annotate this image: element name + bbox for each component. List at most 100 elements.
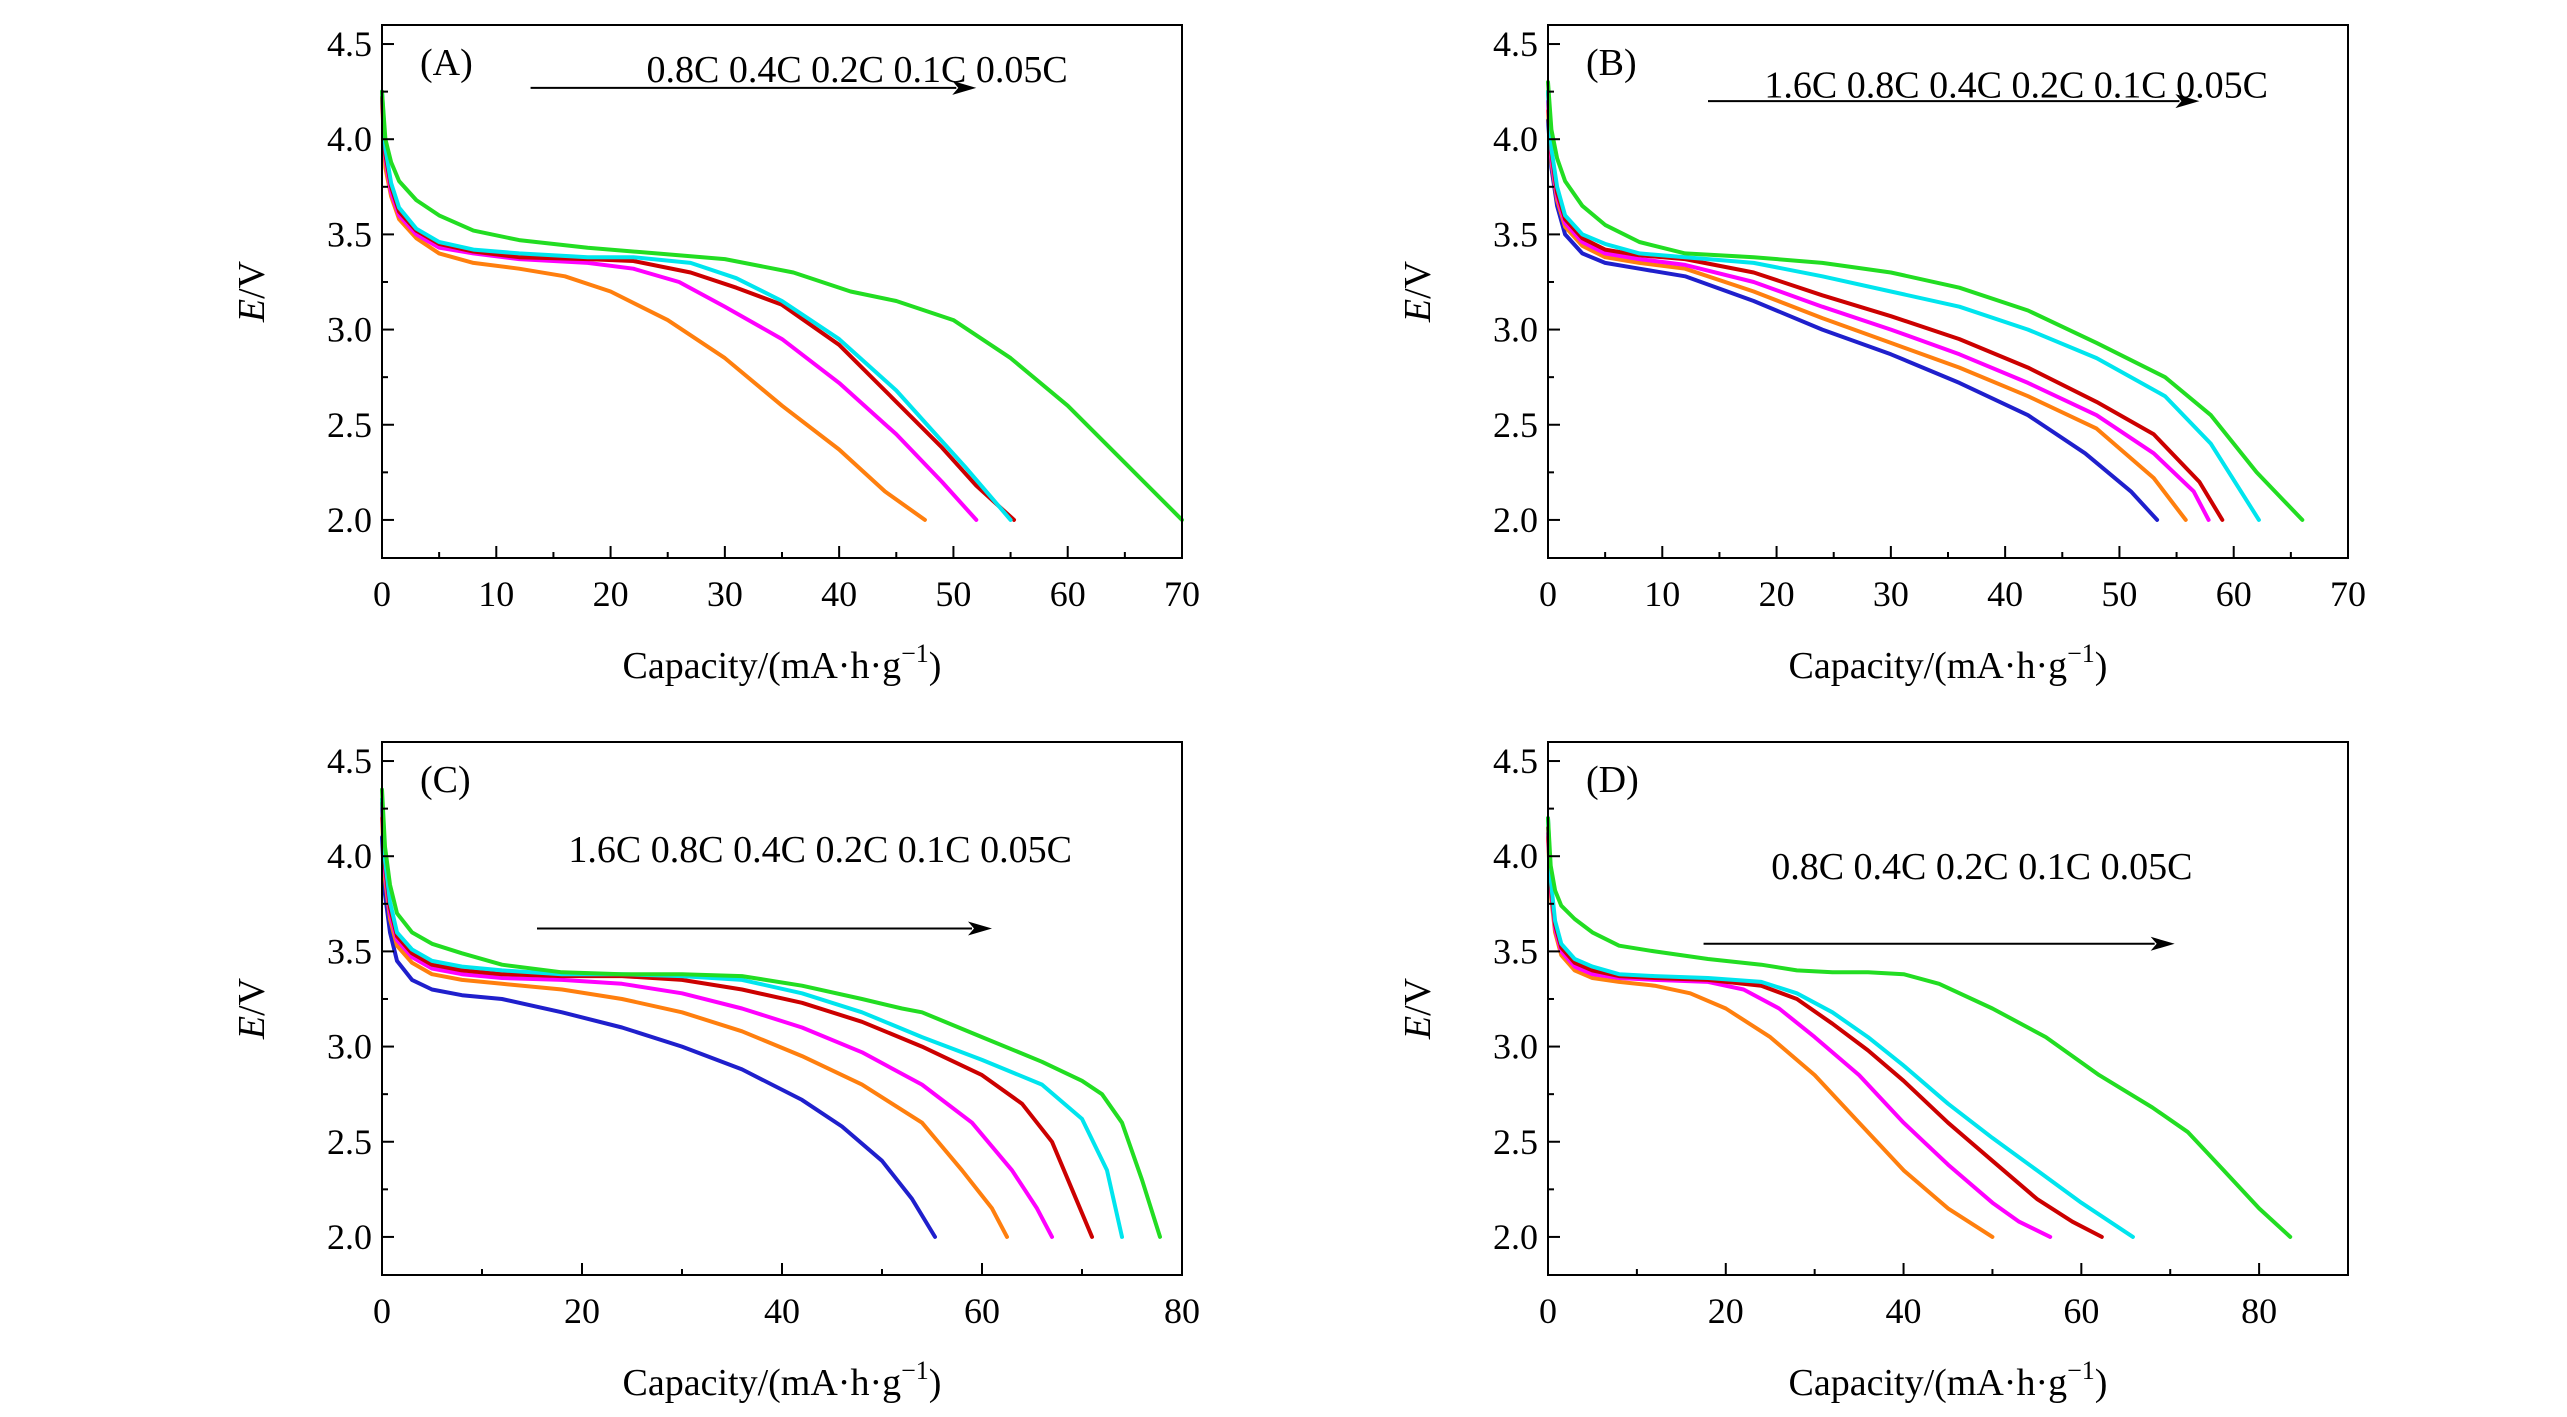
y-axis-title-unit: /V — [231, 260, 273, 299]
arrow-head — [2175, 94, 2200, 109]
y-tick-label: 3.0 — [1493, 1027, 1538, 1067]
y-tick-label: 3.5 — [327, 931, 372, 971]
panel-c: 0 20 40 60 80 2.0 2.5 3.0 3.5 4.0 4.5 (C) 1.6C 0.8C … — [231, 741, 1200, 1404]
x-axis-title-close: ) — [2095, 645, 2108, 687]
y-axis-title-unit: /V — [1397, 260, 1439, 299]
y-tick-label: 2.5 — [1493, 405, 1538, 445]
x-axis-title-main: Capacity/(mA·h·g — [623, 1362, 902, 1404]
x-tick-label: 20 — [564, 1291, 600, 1331]
plot-frame — [381, 24, 1183, 559]
y-tick-label: 3.5 — [1493, 931, 1538, 971]
y-tick-label: 2.5 — [327, 405, 372, 445]
y-tick-label: 4.5 — [327, 741, 372, 781]
y-tick-label: 3.5 — [1493, 214, 1538, 254]
series-line-0_2C — [380, 800, 1094, 1239]
x-axis-title-main: Capacity/(mA·h·g — [1789, 645, 2068, 687]
y-tick-label: 2.5 — [327, 1122, 372, 1162]
panel-label: (A) — [420, 42, 473, 84]
x-axis-title-main: Capacity/(mA·h·g — [623, 645, 902, 687]
y-tick-label: 2.0 — [1493, 1217, 1538, 1257]
x-tick-label: 60 — [2063, 1291, 2099, 1331]
plot-frame — [381, 741, 1183, 1276]
x-tick-label: 0 — [373, 574, 391, 614]
series-line-0_05C — [380, 89, 1184, 522]
arrow-head — [952, 80, 977, 95]
y-axis-title: E/V — [1397, 977, 1439, 1040]
x-tick-label: 20 — [1759, 574, 1795, 614]
series-line-0_4C — [1546, 831, 2053, 1239]
x-axis-title-close: ) — [2095, 1362, 2108, 1404]
x-axis-title: Capacity/(mA·h·g−1) — [1789, 639, 2108, 687]
x-axis-title: Capacity/(mA·h·g−1) — [623, 639, 942, 687]
x-axis-title-close: ) — [929, 1362, 942, 1404]
plot-frame — [1547, 741, 2349, 1276]
y-axis-title-symbol: E — [231, 1016, 273, 1040]
x-tick-label: 60 — [1050, 574, 1086, 614]
series-line-0_8C — [1546, 835, 1995, 1239]
x-tick-label: 60 — [964, 1291, 1000, 1331]
y-tick-label: 4.0 — [1493, 119, 1538, 159]
x-tick-label: 20 — [593, 574, 629, 614]
panel-a: 0 10 20 30 40 50 60 70 2.0 2.5 3.0 3.5 4.0 4.5 (A) 0.8C… — [231, 24, 1200, 687]
series-line-0_2C — [1546, 825, 2104, 1239]
series-line-0_05C — [1546, 816, 2293, 1239]
x-tick-label: 0 — [373, 1291, 391, 1331]
series-line-1_6C — [380, 835, 937, 1239]
panel-d: 0 20 40 60 80 2.0 2.5 3.0 3.5 4.0 4.5 (D) 0.8C 0.4C … — [1397, 741, 2349, 1404]
series-line-0_1C — [1546, 816, 2135, 1239]
x-tick-label: 50 — [935, 574, 971, 614]
y-axis-title-symbol: E — [1397, 1016, 1439, 1040]
x-axis-title-sup: −1 — [901, 639, 929, 668]
x-tick-label: 0 — [1539, 574, 1557, 614]
x-tick-label: 10 — [478, 574, 514, 614]
series-line-0_8C — [380, 99, 927, 522]
y-tick-label: 2.0 — [327, 500, 372, 540]
series-line-0_4C — [380, 806, 1054, 1239]
x-axis-title-sup: −1 — [2067, 639, 2095, 668]
series-line-0_05C — [380, 787, 1162, 1239]
x-tick-label: 70 — [1164, 574, 1200, 614]
arrow-head — [968, 921, 992, 936]
series-line-0_05C — [1546, 80, 2305, 522]
rate-annotation: 0.8C 0.4C 0.2C 0.1C 0.05C — [1771, 846, 2192, 888]
arrow-head — [2150, 936, 2175, 951]
x-tick-label: 30 — [1873, 574, 1909, 614]
series-line-0_1C — [1546, 89, 2261, 522]
series-line-0_4C — [380, 95, 979, 522]
rate-annotation: 1.6C 0.8C 0.4C 0.2C 0.1C 0.05C — [568, 829, 1072, 871]
y-tick-label: 4.5 — [327, 24, 372, 64]
x-tick-label: 40 — [764, 1291, 800, 1331]
y-tick-label: 3.0 — [327, 310, 372, 350]
y-tick-label: 4.5 — [1493, 741, 1538, 781]
x-tick-label: 0 — [1539, 1291, 1557, 1331]
y-tick-label: 3.5 — [327, 214, 372, 254]
x-tick-label: 40 — [821, 574, 857, 614]
y-axis-title: E/V — [231, 977, 273, 1040]
panel-label: (C) — [420, 759, 471, 801]
x-tick-label: 70 — [2330, 574, 2366, 614]
y-tick-label: 4.0 — [327, 836, 372, 876]
y-tick-label: 4.0 — [1493, 836, 1538, 876]
y-axis-title: E/V — [1397, 260, 1439, 323]
x-axis-title-sup: −1 — [901, 1356, 929, 1385]
x-axis-title-main: Capacity/(mA·h·g — [1789, 1362, 2068, 1404]
x-tick-label: 20 — [1708, 1291, 1744, 1331]
rate-annotation: 0.8C 0.4C 0.2C 0.1C 0.05C — [646, 49, 1067, 91]
x-axis-title-sup: −1 — [2067, 1356, 2095, 1385]
y-tick-label: 2.0 — [1493, 500, 1538, 540]
series-line-1_6C — [1546, 118, 2160, 522]
y-axis-title-unit: /V — [231, 977, 273, 1016]
panel-b: 0 10 20 30 40 50 60 702.02.53.03.54.04.5 (B)1.6C… — [1397, 24, 2366, 687]
series-line-0_8C — [380, 816, 1009, 1239]
y-tick-label: 3.0 — [1493, 310, 1538, 350]
x-tick-label: 50 — [2101, 574, 2137, 614]
y-tick-label: 4.5 — [1493, 24, 1538, 64]
x-axis-title: Capacity/(mA·h·g−1) — [623, 1356, 942, 1404]
y-tick-label: 4.0 — [327, 119, 372, 159]
panel-label: (B) — [1586, 42, 1637, 84]
x-axis-title: Capacity/(mA·h·g−1) — [1789, 1356, 2108, 1404]
y-tick-label: 3.0 — [327, 1027, 372, 1067]
panel-label: (D) — [1586, 759, 1639, 801]
x-tick-label: 10 — [1644, 574, 1680, 614]
